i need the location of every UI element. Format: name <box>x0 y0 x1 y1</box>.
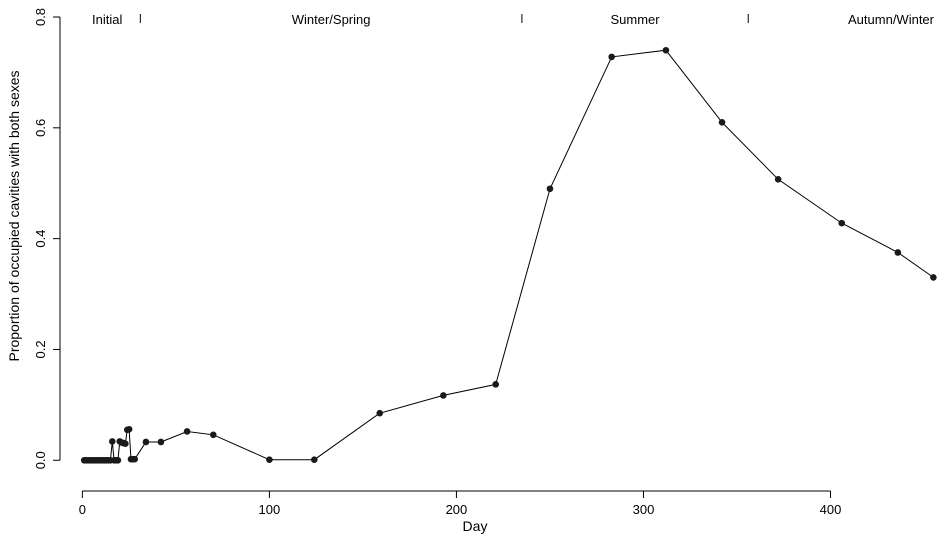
period-label: Autumn/Winter <box>848 12 935 27</box>
x-tick-label: 400 <box>820 502 842 517</box>
data-point <box>114 456 122 464</box>
axes: 0 100 200 300 400 0.0 0.2 0.4 0.6 0.8 <box>33 8 841 517</box>
data-point <box>266 456 273 464</box>
data-point <box>376 409 384 417</box>
data-point <box>440 392 447 399</box>
data-point <box>930 274 937 281</box>
x-tick-label: 100 <box>259 502 281 517</box>
data-point <box>209 431 217 439</box>
data-point <box>838 219 846 227</box>
data-point <box>718 118 726 126</box>
data-point <box>774 176 782 183</box>
period-labels: Initial Winter/Spring Summer Autumn/Winter <box>92 12 935 27</box>
data-point <box>122 440 129 447</box>
data-point <box>131 455 139 463</box>
series-line <box>84 49 934 461</box>
y-tick-label: 0.2 <box>33 340 48 358</box>
y-axis-label: Proportion of occupied cavities with bot… <box>6 70 22 361</box>
period-label: Summer <box>610 12 660 27</box>
data-point <box>108 438 116 445</box>
x-tick-label: 200 <box>446 502 468 517</box>
y-tick-label: 0.0 <box>33 451 48 469</box>
data-point <box>894 249 902 256</box>
y-tick-label: 0.4 <box>33 230 48 248</box>
data-point <box>183 428 191 435</box>
data-point <box>546 185 554 193</box>
data-point <box>142 438 150 446</box>
period-label: Winter/Spring <box>292 12 371 27</box>
x-tick-label: 300 <box>633 502 655 517</box>
data-point <box>157 438 165 446</box>
period-label: Initial <box>92 12 122 27</box>
data-point <box>608 53 615 61</box>
data-point <box>125 425 133 433</box>
data-point <box>492 381 500 388</box>
y-tick-label: 0.6 <box>33 119 48 137</box>
data-point <box>310 456 318 464</box>
x-axis-label: Day <box>463 518 488 534</box>
data-point <box>662 46 670 54</box>
series <box>80 46 937 464</box>
x-tick-label: 0 <box>79 502 86 517</box>
y-tick-label: 0.8 <box>33 8 48 26</box>
